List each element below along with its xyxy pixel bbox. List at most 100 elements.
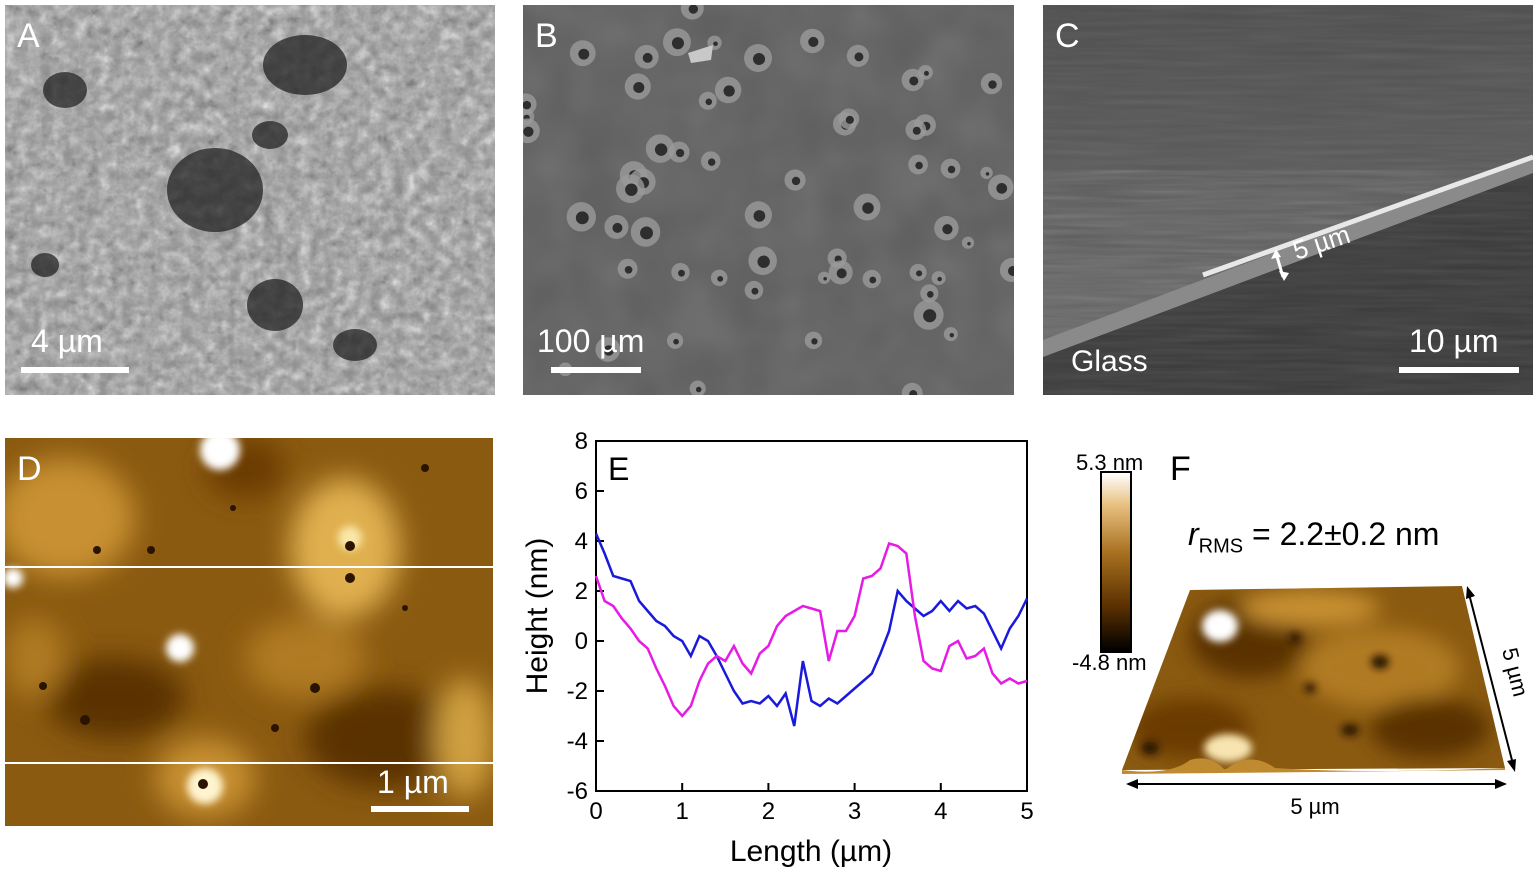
panel-b-defect-core xyxy=(695,386,702,393)
panel-e-y-tick-label: 4 xyxy=(575,528,588,555)
panel-b-defect-core xyxy=(523,126,534,137)
panel-f-colorbar-min: -4.8 nm xyxy=(1072,650,1147,675)
panel-b-defect-core xyxy=(924,70,929,76)
panel-f-rms-text: rRMS = 2.2±0.2 nm xyxy=(1188,516,1439,558)
panel-e-x-tick-label: 2 xyxy=(762,798,775,825)
panel-b-defect-core xyxy=(1007,266,1014,276)
panel-b-defect-core xyxy=(808,36,819,47)
panel-b-defect-core xyxy=(603,345,614,356)
panel-a: A 4 µm xyxy=(5,5,495,395)
panel-b-defect-core xyxy=(862,202,874,214)
panel-e-y-tick-label: -2 xyxy=(567,678,588,705)
panel-b-defect-core xyxy=(937,276,942,282)
panel-e-series-2-line xyxy=(594,541,1028,718)
panel-b-defect-core xyxy=(988,80,997,89)
panel-b-defect-core xyxy=(996,182,1008,194)
panel-c-label: C xyxy=(1055,17,1080,55)
panel-b-scale-text: 100 µm xyxy=(537,323,645,359)
panel-e-y-tick-label: 8 xyxy=(575,428,588,455)
panel-b-defect xyxy=(901,382,923,395)
panel-b-defect-core xyxy=(791,176,801,186)
panel-b-defects xyxy=(523,5,1014,395)
panel-b-defect-core xyxy=(845,115,854,124)
panel-e-y-tick-label: 6 xyxy=(575,478,588,505)
panel-c-scale-bar xyxy=(1399,367,1519,373)
panel-e-x-tick-label: 1 xyxy=(676,798,689,825)
panel-b-defect-core xyxy=(654,143,668,156)
panel-e-x-tick-label: 4 xyxy=(934,798,947,825)
panel-d-scale-bar xyxy=(371,806,469,812)
panel-b-defect-core xyxy=(673,338,679,345)
panel-a-label: A xyxy=(17,17,40,55)
panel-b-defect-core xyxy=(612,222,623,233)
panel-b-defect-core xyxy=(717,275,724,282)
panel-f-colorbar xyxy=(1100,471,1132,653)
panel-b-defect-core xyxy=(640,226,653,240)
panel-e-y-axis-label: Height (nm) xyxy=(521,538,554,695)
panel-b-defect-core xyxy=(575,211,589,225)
panel-f-y-extent-label: 5 µm xyxy=(1497,645,1533,699)
panel-b-defect-core xyxy=(671,37,684,50)
panel-c-image xyxy=(1043,5,1533,395)
panel-f: 5.3 nm -4.8 nm F rRMS = 2.2±0.2 nm xyxy=(1050,438,1536,868)
panel-b-defect-core xyxy=(823,277,827,281)
panel-b-defect-core xyxy=(947,165,956,174)
panel-c-substrate-label: Glass xyxy=(1071,345,1148,378)
panel-e-y-tick-label: 0 xyxy=(575,628,588,655)
panel-b-defect-core xyxy=(642,52,653,63)
panel-e-x-tick-label: 0 xyxy=(589,798,602,825)
panel-e-label: E xyxy=(608,451,629,487)
panel-f-label: F xyxy=(1170,450,1191,488)
panel-d-image xyxy=(5,438,493,826)
panel-b: B 100 µm xyxy=(523,5,1014,395)
panel-b-defect-core xyxy=(912,126,921,135)
panel-f-colorbar-max: 5.3 nm xyxy=(1076,450,1144,475)
panel-b-defect-core xyxy=(869,276,877,284)
panel-f-x-extent-label: 5 µm xyxy=(1290,794,1339,819)
panel-c-scale-text: 10 µm xyxy=(1409,323,1499,359)
panel-b-image xyxy=(523,5,1014,395)
panel-b-defect-core xyxy=(909,76,919,86)
panel-d-pits xyxy=(39,464,429,789)
panel-b-defect-core xyxy=(854,52,864,62)
panel-b-defect-core xyxy=(915,161,923,170)
panel-b-defect-core xyxy=(688,5,698,14)
panel-b-scale-bar xyxy=(551,367,641,373)
panel-e-y-tick-label: -6 xyxy=(567,778,588,805)
panel-b-defect-core xyxy=(713,41,718,47)
panel-a-scale-bar xyxy=(21,367,129,373)
panel-b-defect-core xyxy=(753,210,766,222)
panel-b-defect-core xyxy=(624,265,633,274)
panel-b-defect-core xyxy=(949,332,955,338)
panel-e-y-tick-label: -4 xyxy=(567,728,588,755)
panel-d-label: D xyxy=(17,450,42,488)
panel-b-defect-core xyxy=(836,268,847,279)
panel-f-y-extent-arrow xyxy=(1467,589,1515,769)
panel-b-defect-core xyxy=(633,81,645,94)
panel-b-defect-core xyxy=(916,270,923,277)
panel-e-series-1-line xyxy=(594,533,1029,727)
panel-b-defect-core xyxy=(707,158,716,166)
panel-b-defect-core xyxy=(757,255,770,268)
panel-e-x-tick-label: 3 xyxy=(848,798,861,825)
panel-b-defect-core xyxy=(723,85,735,97)
panel-c: C 5 µm Glass 10 µm xyxy=(1043,5,1533,395)
panel-b-label: B xyxy=(535,17,558,55)
panel-b-defect-core xyxy=(985,172,990,176)
panel-b-defect-core xyxy=(705,98,713,106)
panel-d: D 1 µm xyxy=(5,438,493,826)
panel-b-defect-core xyxy=(752,52,766,66)
panel-b-defect-core xyxy=(967,242,971,246)
panel-b-defect-core xyxy=(625,183,638,196)
panel-b-defect-core xyxy=(578,48,590,60)
panel-b-defect-core xyxy=(751,287,759,295)
panel-f-3d-surface: 5 µm 5 µm xyxy=(1122,586,1533,819)
panel-f-rms-value: = 2.2±0.2 nm xyxy=(1243,516,1440,552)
panel-f-rms-symbol: r xyxy=(1188,516,1199,552)
panel-b-defect-core xyxy=(811,338,818,345)
panel-d-scale-text: 1 µm xyxy=(377,764,449,800)
panel-b-defect-core xyxy=(923,309,937,323)
panel-b-defect-core xyxy=(675,148,685,158)
panel-a-image xyxy=(5,5,495,395)
panel-e-y-tick-label: 2 xyxy=(575,578,588,605)
